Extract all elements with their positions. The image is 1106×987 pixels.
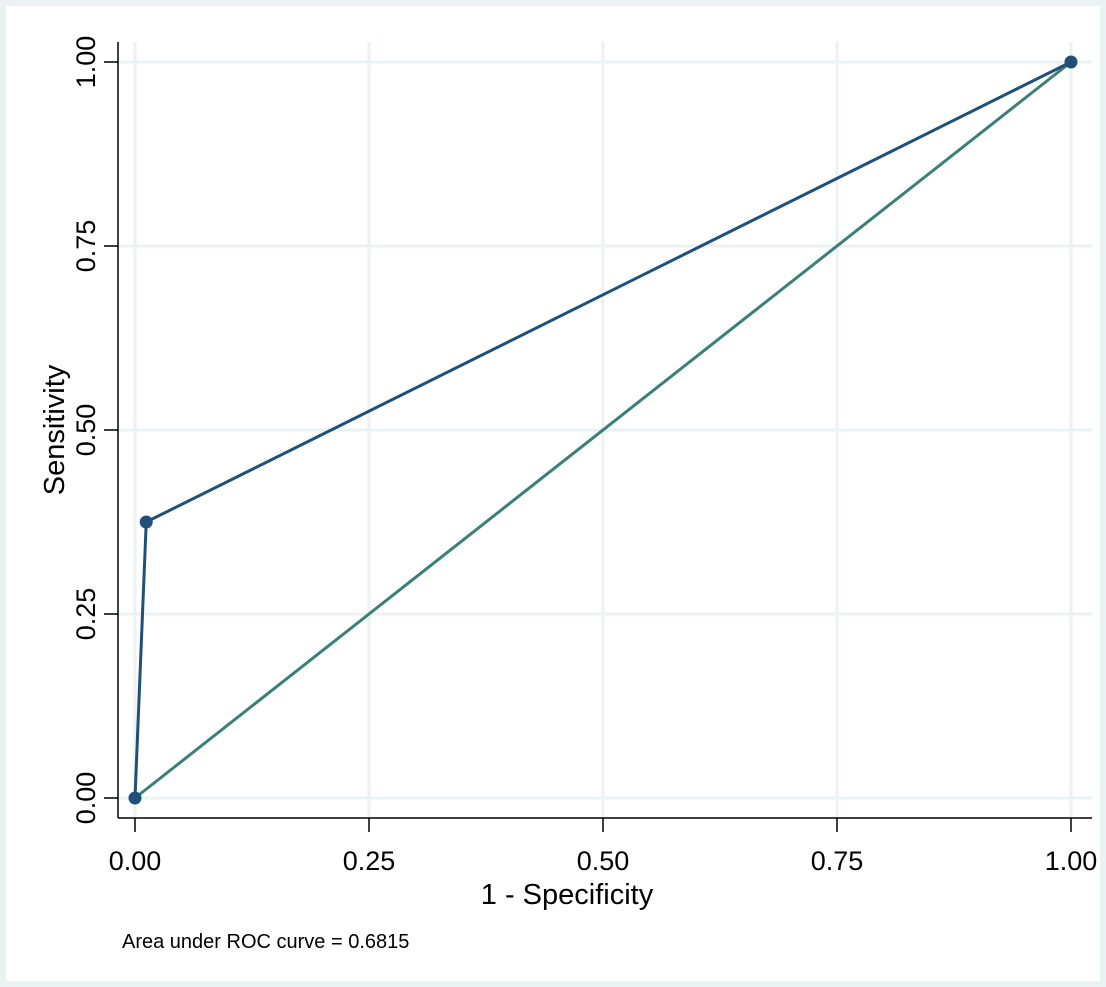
axes: 0.00 0.25 0.50 0.75 1.00 0.00 0.25 0.50 0.75 1.00 (71, 36, 1097, 876)
y-axis-title: Sensitivity (39, 364, 71, 495)
roc-curve-point (1064, 55, 1078, 69)
x-tick-label: 0.25 (343, 846, 396, 876)
labels: 1 - Specificity Sensitivity Area under R… (39, 364, 654, 953)
x-tick-label: 0.75 (811, 846, 864, 876)
x-tick-label: 0.50 (577, 846, 630, 876)
y-tick-label: 1.00 (71, 36, 101, 89)
auc-note: Area under ROC curve = 0.6815 (122, 931, 409, 953)
x-tick-label: 1.00 (1045, 846, 1098, 876)
y-tick-label: 0.25 (71, 588, 101, 641)
roc-curve-point (139, 515, 153, 529)
y-tick-label: 0.50 (71, 404, 101, 457)
y-tick-label: 0.75 (71, 220, 101, 273)
x-tick-label: 0.00 (109, 846, 162, 876)
reference-line-line (134, 60, 1072, 800)
roc-curve-point (128, 791, 142, 805)
series-layer (128, 55, 1078, 805)
chart-inner-background (6, 6, 1100, 981)
x-axis-title: 1 - Specificity (481, 879, 654, 911)
y-tick-label: 0.00 (71, 772, 101, 825)
